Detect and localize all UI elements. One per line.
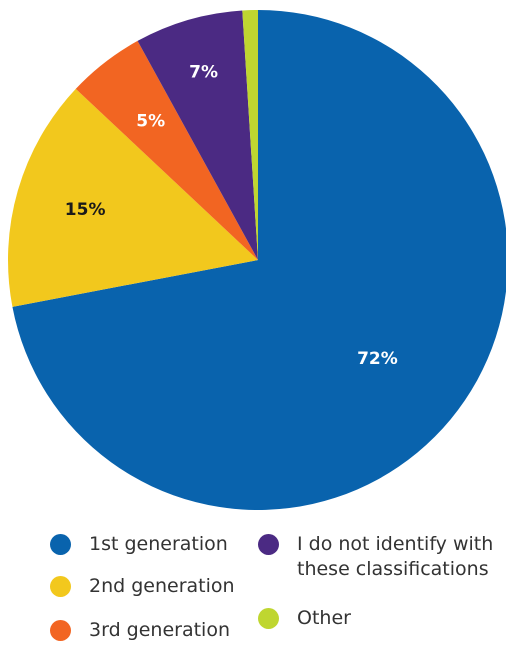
pie-slices bbox=[8, 10, 506, 510]
legend-swatch-other bbox=[258, 608, 279, 629]
legend-swatch-do-not-identify bbox=[258, 534, 279, 555]
legend-swatch-1st-generation bbox=[50, 534, 71, 555]
pie-slice-0 bbox=[12, 10, 506, 510]
legend-label-do-not-identify: I do not identify with these classificat… bbox=[297, 533, 494, 580]
slice-label-2: 5% bbox=[136, 112, 165, 132]
legend-item-2nd-generation: 2nd generation bbox=[50, 574, 235, 599]
slice-label-0: 72% bbox=[357, 349, 398, 369]
legend-item-3rd-generation: 3rd generation bbox=[50, 618, 230, 643]
pie-slice-4 bbox=[242, 10, 258, 260]
pie-slice-2 bbox=[75, 40, 258, 261]
pie-slice-3 bbox=[137, 10, 258, 261]
legend-label-other: Other bbox=[297, 607, 351, 629]
legend-swatch-3rd-generation bbox=[50, 620, 71, 641]
slice-label-1: 15% bbox=[65, 200, 106, 220]
legend-item-do-not-identify: I do not identify with these classificat… bbox=[258, 532, 506, 582]
legend-item-other: Other bbox=[258, 606, 351, 631]
legend-label-2nd-generation: 2nd generation bbox=[89, 575, 235, 597]
legend-label-1st-generation: 1st generation bbox=[89, 533, 228, 555]
pie-chart: 72% 15% 5% 7% bbox=[8, 10, 506, 510]
slice-label-3: 7% bbox=[189, 63, 218, 83]
legend-swatch-2nd-generation bbox=[50, 576, 71, 597]
legend-item-1st-generation: 1st generation bbox=[50, 532, 228, 557]
legend-label-3rd-generation: 3rd generation bbox=[89, 619, 230, 641]
legend: 1st generation 2nd generation 3rd genera… bbox=[0, 522, 506, 647]
pie-slice-1 bbox=[8, 88, 259, 307]
pie-slice-labels: 72% 15% 5% 7% bbox=[65, 63, 398, 369]
